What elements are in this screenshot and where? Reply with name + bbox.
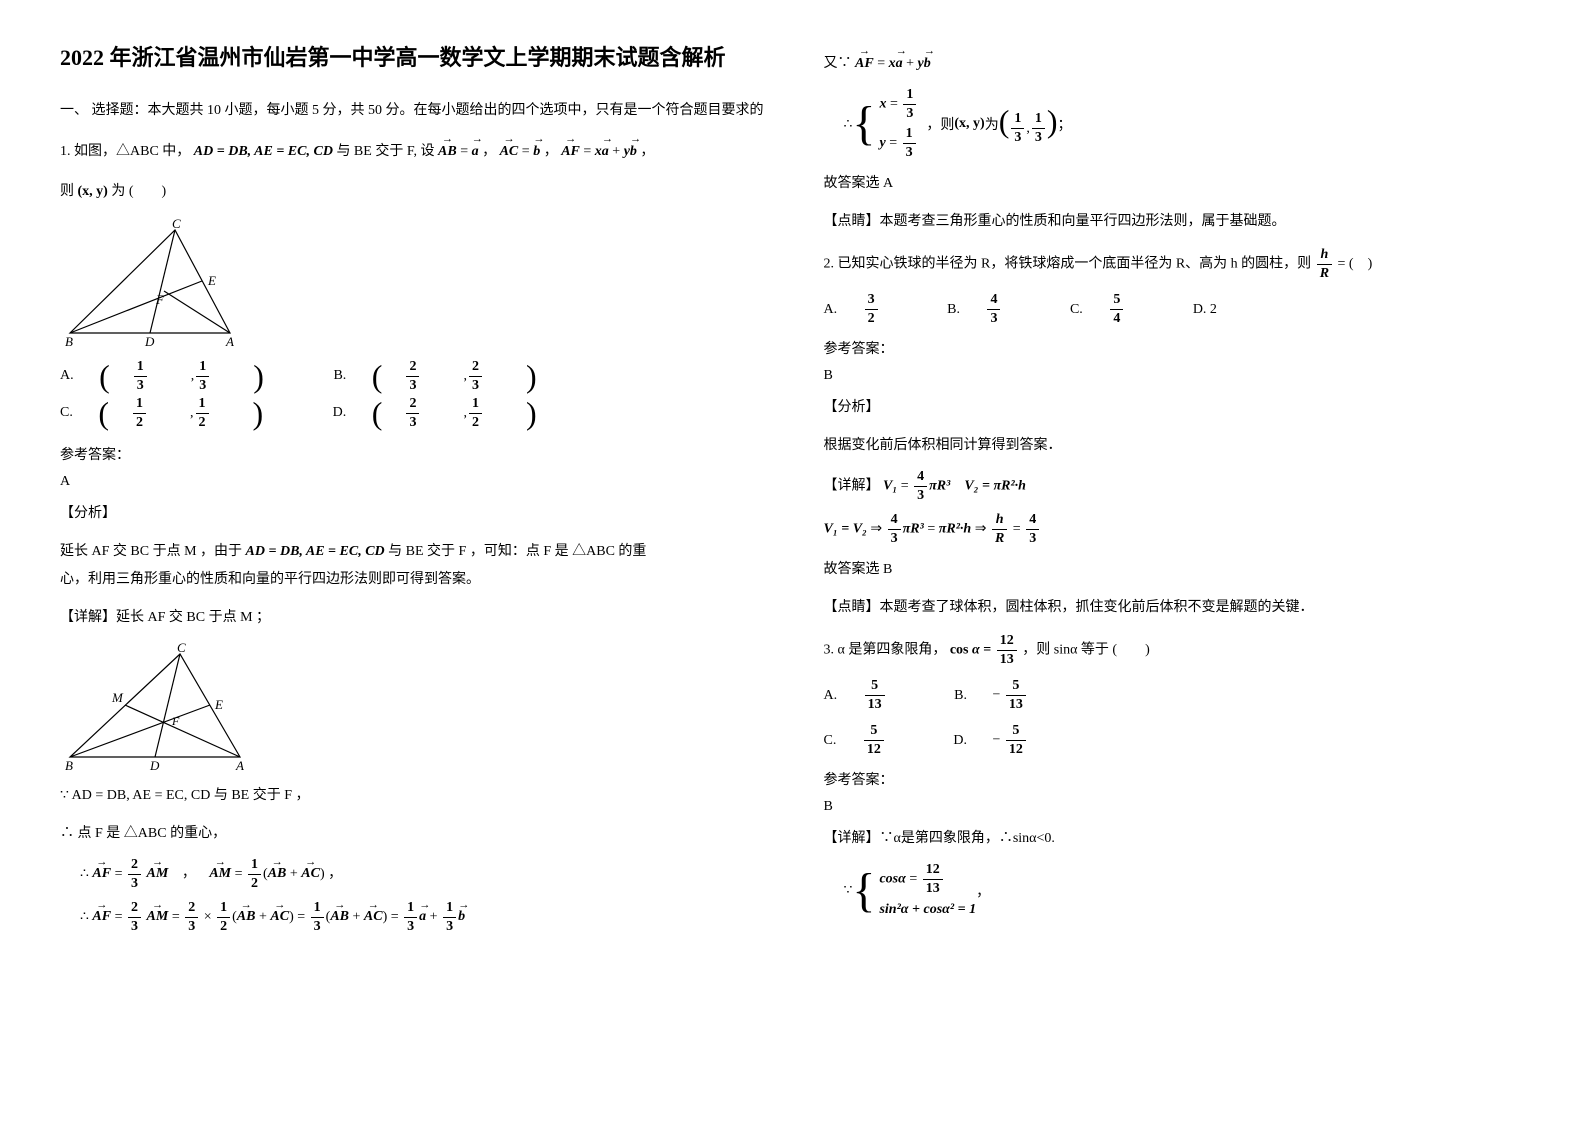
comma: ，: [482, 144, 496, 159]
vec-b: b: [533, 138, 540, 166]
svg-text:B: B: [65, 758, 73, 772]
q2-eq: V₁ = V₂ ⇒ 43πR³ = πR²·h ⇒ hR = 43: [824, 513, 1528, 546]
q1-detail-head: 【详解】延长 AF 交 BC 于点 M ；: [60, 604, 764, 632]
left-column: 2022 年浙江省温州市仙岩第一中学高一数学文上学期期末试题含解析 一、 选择题…: [60, 40, 764, 944]
q1-opt-b: B. (23,23): [333, 358, 580, 395]
xy: (x, y): [78, 184, 108, 199]
q3-ref: 参考答案：: [824, 769, 1528, 789]
q1-since: ∵ AD = DB, AE = EC, CD 与 BE 交于 F ，: [60, 782, 764, 810]
an1-cond: AD = DB, AE = EC, CD: [246, 544, 385, 559]
q2-ps: 【点睛】本题考查了球体积，圆柱体积，抓住变化前后体积不变是解题的关键．: [824, 594, 1528, 622]
q2-opt-b: B. 43: [947, 293, 1044, 326]
lbl-C: C: [172, 218, 181, 231]
q3-options-row2: C. 512 D. − 512: [824, 724, 1528, 757]
vec-b2: b: [630, 138, 637, 166]
q2-stem: 2. 已知实心铁球的半径为 R，将铁球熔成一个底面半径为 R、高为 h 的圆柱，…: [824, 248, 1528, 281]
q1-end: 为 ( ): [111, 184, 166, 199]
right-column: 又∵ AF = xa + yb ∴ { x = 13 y = 13 ，则 (x,…: [824, 40, 1528, 944]
q2-options: A. 32 B. 43 C. 54 D. 2: [824, 293, 1528, 326]
an1-mid: 与 BE 交于 F ，可知：点 F 是 △ABC 的重: [388, 544, 646, 559]
svg-text:A: A: [235, 758, 244, 772]
q1-figure-2: B D A C E F M: [60, 642, 260, 772]
lbl-F: F: [155, 292, 165, 307]
q1-eq-final: ∴ AF = 23 AM = 23 × 12(AB + AC) = 13(AB …: [80, 901, 764, 934]
q3-opt-d: D. − 512: [953, 724, 1070, 757]
q1-stem: 1. 如图，△ABC 中， AD = DB, AE = EC, CD 与 BE …: [60, 138, 764, 166]
opt-a-label: A.: [60, 368, 74, 384]
q2-opt-d: D. 2: [1193, 302, 1217, 318]
page-title: 2022 年浙江省温州市仙岩第一中学高一数学文上学期期末试题含解析: [60, 40, 764, 75]
q2-an-line: 根据变化前后体积相同计算得到答案．: [824, 432, 1528, 460]
svg-text:C: C: [177, 642, 186, 655]
q2-opt-c: C. 54: [1070, 293, 1167, 326]
q1-eq-af-23am: ∴ AF = 23 AM ， AM = 12(AB + AC) ，: [80, 858, 764, 891]
q1-options: A. (13,13) B. (23,23) C. (12,12) D. (23,…: [60, 358, 764, 432]
q1-opt-a: A. (13,13): [60, 358, 308, 395]
q2-ref: 参考答案：: [824, 338, 1528, 358]
q1-mid1: 与 BE 交于 F, 设: [336, 144, 438, 159]
lbl-A: A: [225, 334, 234, 348]
opt-b-label: B.: [333, 368, 346, 384]
vec-ab: AB: [438, 138, 457, 166]
q1-an-head: 【分析】: [60, 500, 764, 528]
q3-opt-a: A. 513: [824, 679, 929, 712]
opt-c-label: C.: [60, 405, 73, 421]
q3-brace: ∵ { cosα = 1213 sin²α + cosα² = 1 ，: [844, 863, 1528, 918]
lbl-B: B: [65, 334, 73, 348]
q1-hence1: ∴ 点 F 是 △ABC 的重心，: [60, 820, 764, 848]
q3-options-row1: A. 513 B. − 513: [824, 679, 1528, 712]
q1-opt-d: D. (23,12): [333, 395, 581, 432]
q1-tail: 则 (x, y) 为 ( ): [60, 178, 764, 206]
q2-ans: B: [824, 368, 1528, 384]
q2-ans-line: 故答案选 B: [824, 556, 1528, 584]
q3-detail: 【详解】∵α是第四象限角，∴sinα<0.: [824, 825, 1528, 853]
q1-brace-xy: ∴ { x = 13 y = 13 ，则 (x, y) 为 (13,13) ；: [844, 88, 1528, 160]
svg-text:M: M: [111, 690, 124, 705]
an2: 心，利用三角形重心的性质和向量的平行四边形法则即可得到答案。: [60, 566, 764, 594]
an1-pre: 延长 AF 交 BC 于点 M ，由于: [60, 544, 242, 559]
lbl-D: D: [144, 334, 155, 348]
q1-col2-ps: 【点睛】本题考查三角形重心的性质和向量平行四边形法则，属于基础题。: [824, 208, 1528, 236]
comma3: ，: [640, 144, 654, 159]
q3-ans: B: [824, 799, 1528, 815]
svg-text:E: E: [214, 697, 223, 712]
q3-opt-c: C. 512: [824, 724, 928, 757]
q1-col2-afxayb: 又∵ AF = xa + yb: [824, 50, 1528, 78]
svg-text:D: D: [149, 758, 160, 772]
q2-an-head: 【分析】: [824, 394, 1528, 422]
q1-prefix: 1. 如图，△ABC 中，: [60, 144, 190, 159]
q2-opt-a: A. 32: [824, 293, 922, 326]
q1-figure-1: B D A C E F: [60, 218, 250, 348]
vec-a2: a: [602, 138, 609, 166]
q1-ans: A: [60, 474, 764, 490]
q3-stem: 3. α 是第四象限角， cos α = 1213 ，则 sinα 等于 ( ): [824, 634, 1528, 667]
q1-ref: 参考答案：: [60, 444, 764, 464]
q1-an-body: 延长 AF 交 BC 于点 M ，由于 AD = DB, AE = EC, CD…: [60, 538, 764, 594]
svg-text:F: F: [171, 714, 180, 728]
q2-detail: 【详解】 V₁ = 43πR³ V₂ = πR²·h: [824, 470, 1528, 503]
vec-af: AF: [561, 138, 580, 166]
q1-tail-pre: 则: [60, 184, 74, 199]
vec-a: a: [472, 138, 479, 166]
opt-d-label: D.: [333, 405, 347, 421]
q3-opt-b: B. − 513: [954, 679, 1070, 712]
section-1-heading: 一、 选择题：本大题共 10 小题，每小题 5 分，共 50 分。在每小题给出的…: [60, 100, 764, 122]
lbl-E: E: [207, 273, 216, 288]
q1-cond: AD = DB, AE = EC, CD: [194, 144, 333, 159]
vec-ac: AC: [500, 138, 519, 166]
q1-col2-ans: 故答案选 A: [824, 170, 1528, 198]
q1-opt-c: C. (12,12): [60, 395, 307, 432]
comma2: ，: [544, 144, 558, 159]
